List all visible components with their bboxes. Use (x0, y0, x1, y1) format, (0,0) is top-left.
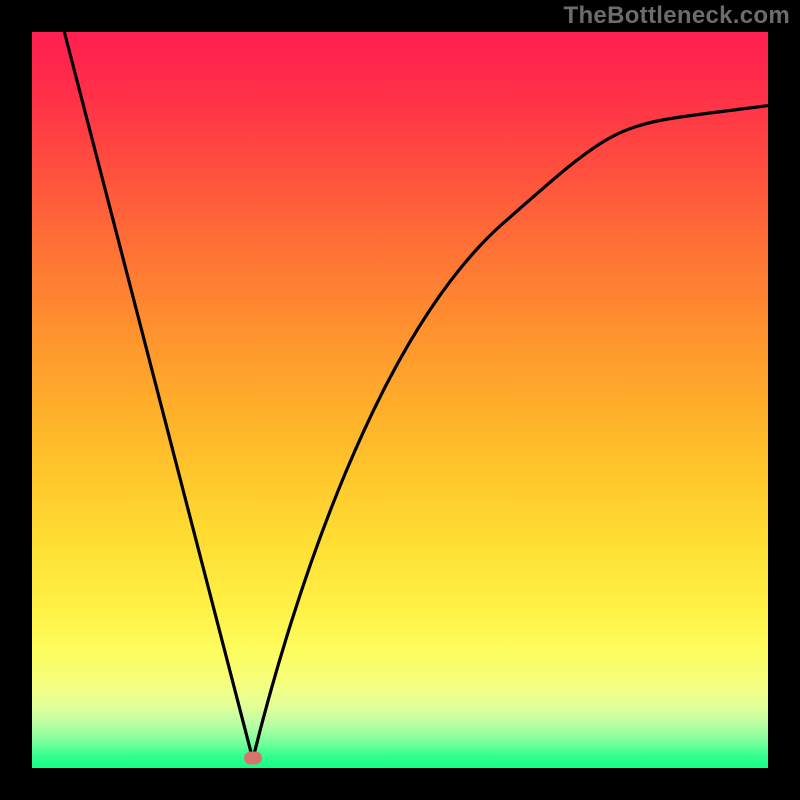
watermark-label: TheBottleneck.com (564, 2, 790, 30)
curve-svg (0, 0, 800, 800)
bottleneck-curve (64, 32, 768, 759)
vertex-marker (244, 752, 262, 765)
canvas: TheBottleneck.com (0, 0, 800, 800)
